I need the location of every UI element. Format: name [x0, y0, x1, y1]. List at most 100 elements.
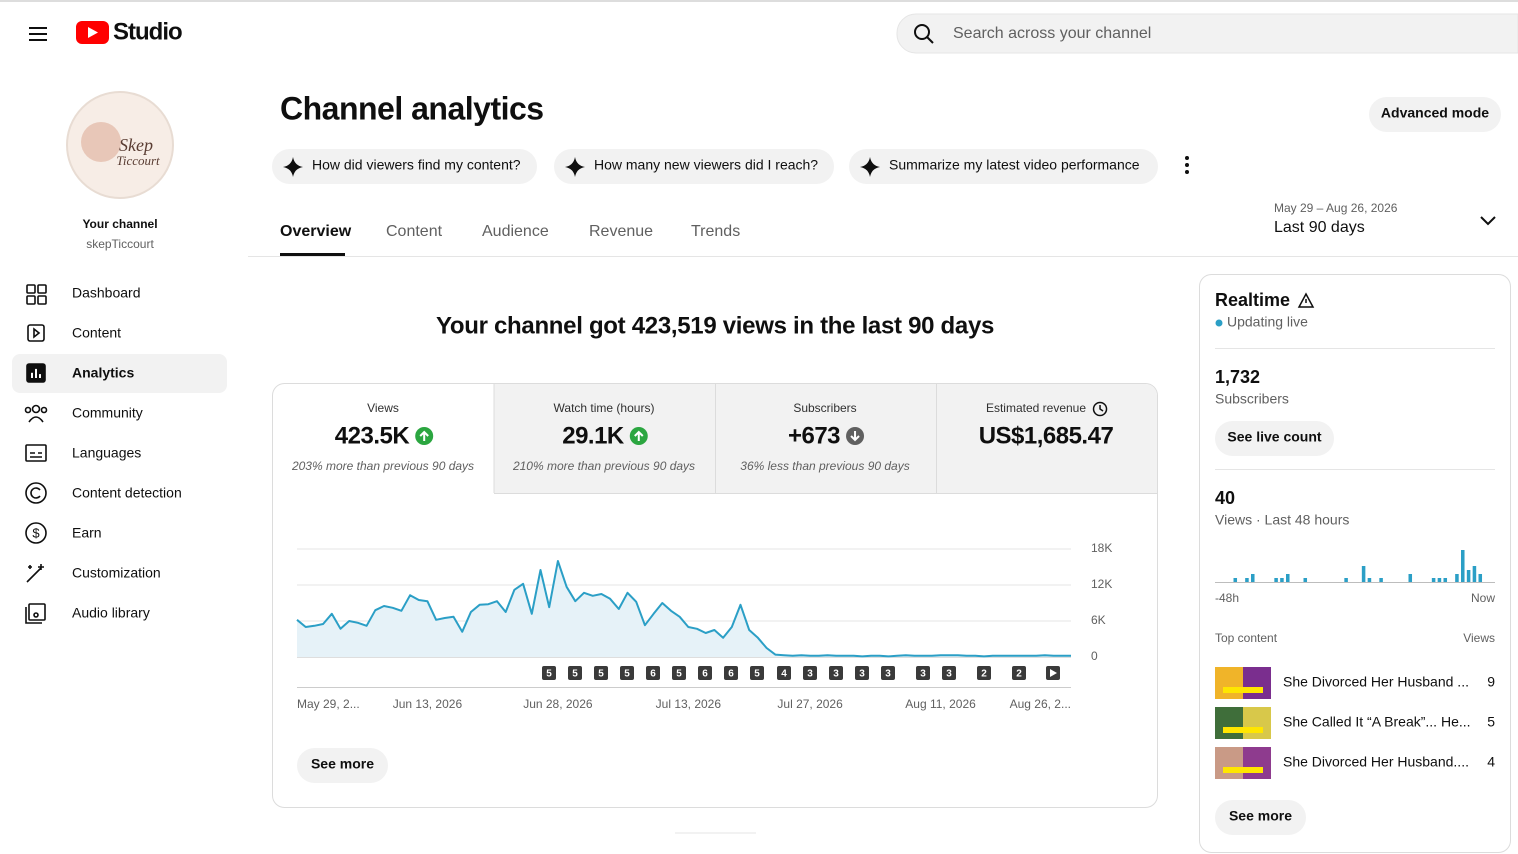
- video-marker[interactable]: 5: [620, 666, 634, 680]
- marker-box: [672, 666, 686, 680]
- tab[interactable]: Content: [386, 223, 443, 240]
- realtime-views-label: Views · Last 48 hours: [1215, 512, 1349, 528]
- marker-box: [777, 666, 791, 680]
- marker-box: [594, 666, 608, 680]
- tab[interactable]: Audience: [482, 223, 549, 240]
- nav-icon: [26, 363, 46, 383]
- video-marker[interactable]: 3: [942, 666, 956, 680]
- video-marker[interactable]: 5: [672, 666, 686, 680]
- video-marker[interactable]: 3: [803, 666, 817, 680]
- marker-label: 3: [807, 669, 813, 680]
- more-button[interactable]: [1185, 156, 1189, 174]
- icon-part: [26, 564, 44, 583]
- marker-label: 5: [754, 669, 760, 680]
- video-marker[interactable]: 3: [916, 666, 930, 680]
- bar: [1455, 574, 1459, 582]
- nav-item[interactable]: Audio library: [25, 603, 150, 624]
- marker-label: 5: [598, 669, 604, 680]
- realtime-card: [1199, 274, 1511, 853]
- nav-item[interactable]: $ Earn: [25, 522, 102, 544]
- metric-tabs-background: [494, 384, 1157, 493]
- nav-item[interactable]: Dashboard: [26, 284, 141, 305]
- bar: [1461, 550, 1465, 582]
- x-tick-label: Jul 13, 2026: [656, 697, 722, 711]
- marker-label: 5: [676, 669, 682, 680]
- video-marker[interactable]: 5: [594, 666, 608, 680]
- video-marker[interactable]: 5: [750, 666, 764, 680]
- tab[interactable]: Overview: [280, 223, 352, 240]
- nav-item[interactable]: Content: [27, 324, 121, 342]
- icon-part: [26, 295, 36, 305]
- metric-tab[interactable]: Subscribers +673 36% less than previous 90…: [740, 401, 909, 473]
- tab[interactable]: Revenue: [589, 223, 653, 240]
- nav-active-background: [12, 354, 227, 393]
- bar: [1367, 578, 1372, 582]
- video-marker[interactable]: 4: [777, 666, 791, 680]
- marker-box: [542, 666, 556, 680]
- sparkle-icon: [283, 157, 303, 177]
- suggestion-chip[interactable]: Summarize my latest video performance: [849, 149, 1158, 184]
- nav-item[interactable]: Customization: [26, 564, 161, 583]
- play-marker[interactable]: [1046, 666, 1060, 680]
- metric-tab[interactable]: Watch time (hours) 29.1K 210% more than pr…: [512, 401, 695, 473]
- x-tick-label: Aug 11, 2026: [905, 697, 976, 711]
- live-count-button[interactable]: [1215, 421, 1334, 456]
- nav-label: Earn: [72, 525, 102, 541]
- marker-box: [698, 666, 712, 680]
- y-tick-label: 6K: [1091, 613, 1106, 627]
- see-more-label: See more: [1229, 808, 1292, 824]
- marker-box: [620, 666, 634, 680]
- icon-part: [27, 324, 45, 342]
- metric-tab[interactable]: Views 423.5K 203% more than previous 90 da…: [291, 401, 474, 473]
- icon-part: [40, 406, 48, 414]
- live-dot: [1215, 319, 1223, 327]
- advanced-mode-button[interactable]: [1369, 97, 1501, 132]
- video-marker[interactable]: 5: [568, 666, 582, 680]
- video-marker[interactable]: 2: [1012, 666, 1026, 680]
- thumbnail-part: [1243, 747, 1271, 779]
- trend-icon: [629, 427, 648, 445]
- video-marker[interactable]: 3: [829, 666, 843, 680]
- date-range-dropdown[interactable]: [1480, 216, 1496, 226]
- nav-item[interactable]: Analytics: [26, 363, 134, 383]
- tab-underline: [280, 253, 345, 256]
- warning-icon[interactable]: [1297, 292, 1315, 308]
- see-more-button[interactable]: [1215, 800, 1306, 835]
- icon-part: [25, 607, 42, 624]
- nav-item[interactable]: Content detection: [25, 482, 182, 504]
- top-content-views-label: Views: [1463, 631, 1495, 645]
- top-content-item[interactable]: She Divorced Her Husband.... 4: [1215, 747, 1495, 779]
- nav-item[interactable]: Languages: [25, 444, 141, 462]
- logo[interactable]: [76, 21, 109, 44]
- sparkle-icon: [565, 157, 585, 177]
- video-marker[interactable]: 5: [542, 666, 556, 680]
- video-marker[interactable]: 3: [855, 666, 869, 680]
- nav-label: Analytics: [72, 365, 134, 381]
- top-content-item[interactable]: She Called It “A Break”... He... 5: [1215, 707, 1495, 739]
- menu-button[interactable]: [29, 27, 47, 41]
- video-marker[interactable]: 3: [881, 666, 895, 680]
- top-content-item[interactable]: She Divorced Her Husband ... 9: [1215, 667, 1495, 699]
- tab[interactable]: Trends: [691, 223, 740, 240]
- icon-part: [28, 416, 44, 423]
- suggestion-chip[interactable]: How many new viewers did I reach?: [554, 149, 834, 184]
- video-marker[interactable]: 2: [977, 666, 991, 680]
- metric-tab[interactable]: Estimated revenue US$1,685.47: [979, 401, 1114, 449]
- icon-part: [25, 522, 47, 544]
- nav-item[interactable]: Community: [24, 404, 143, 423]
- video-marker[interactable]: 6: [724, 666, 738, 680]
- marker-box: [1012, 666, 1026, 680]
- video-title: She Called It “A Break”... He...: [1283, 714, 1471, 730]
- nav-icon: $: [25, 522, 47, 544]
- metric-label: Estimated revenue: [986, 401, 1086, 415]
- see-more-button[interactable]: [297, 748, 388, 783]
- video-marker[interactable]: 6: [698, 666, 712, 680]
- icon-part: [25, 482, 47, 504]
- video-views: 5: [1487, 714, 1495, 730]
- search-box[interactable]: [896, 13, 1518, 54]
- suggestion-chip[interactable]: How did viewers find my content?: [272, 149, 537, 184]
- thumbnail-caption: [1223, 687, 1263, 693]
- video-marker[interactable]: 6: [646, 666, 660, 680]
- icon-part: [31, 404, 41, 414]
- bar: [1379, 578, 1383, 582]
